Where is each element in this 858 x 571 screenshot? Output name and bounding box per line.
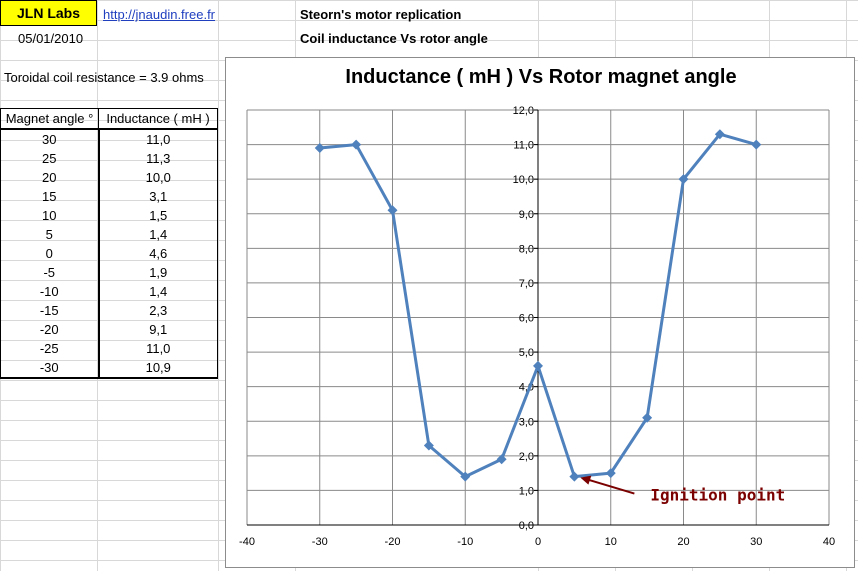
- grid-column-line: [218, 0, 219, 571]
- x-tick-label: 40: [823, 536, 835, 548]
- inductance-cell: 2,3: [98, 301, 218, 320]
- magnet-angle-cell: 20: [0, 168, 100, 187]
- inductance-cell: 3,1: [98, 187, 218, 206]
- website-link[interactable]: http://jnaudin.free.fr: [103, 7, 216, 22]
- annotation-arrow-line: [584, 477, 635, 495]
- magnet-angle-cell: 25: [0, 149, 100, 168]
- x-tick-label: -40: [239, 536, 255, 548]
- x-tick-label: -30: [312, 536, 328, 548]
- inductance-cell: 10,9: [98, 358, 218, 379]
- magnet-angle-cell: 5: [0, 225, 100, 244]
- magnet-angle-cell: 0: [0, 244, 100, 263]
- annotation-label: Ignition point: [650, 486, 785, 505]
- y-tick-label: 6,0: [519, 313, 534, 325]
- data-point: [605, 468, 616, 479]
- data-point: [460, 471, 471, 482]
- magnet-angle-cell: 15: [0, 187, 100, 206]
- inductance-cell: 1,9: [98, 263, 218, 282]
- magnet-angle-cell: -25: [0, 339, 100, 358]
- table-row: 25 11,3: [0, 149, 218, 168]
- y-tick-label: 11,0: [513, 140, 534, 152]
- x-tick-label: 0: [535, 536, 541, 548]
- table-header-angle: Magnet angle °: [0, 108, 99, 130]
- table-row: -20 9,1: [0, 320, 218, 339]
- table-row: 20 10,0: [0, 168, 218, 187]
- inductance-cell: 4,6: [98, 244, 218, 263]
- sheet-title: Steorn's motor replication: [300, 7, 462, 22]
- plot-annotation: Ignition point: [580, 475, 785, 505]
- magnet-angle-cell: -15: [0, 301, 100, 320]
- data-point: [678, 174, 689, 185]
- y-tick-label: 12,0: [513, 105, 534, 117]
- inductance-cell: 1,4: [98, 225, 218, 244]
- y-tick-label: 10,0: [513, 174, 534, 186]
- y-tick-label: 2,0: [519, 451, 534, 463]
- y-tick-label: 7,0: [519, 278, 534, 290]
- data-point: [751, 139, 762, 150]
- table-header-inductance: Inductance ( mH ): [98, 108, 218, 130]
- data-point: [714, 129, 725, 140]
- table-row: -10 1,4: [0, 282, 218, 301]
- table-row: 30 11,0: [0, 129, 218, 149]
- x-tick-label: 20: [677, 536, 689, 548]
- data-table: Magnet angle ° Inductance ( mH ) 30 11,0 2…: [0, 108, 218, 379]
- y-tick-label: 8,0: [519, 243, 534, 255]
- data-point: [533, 360, 543, 371]
- magnet-angle-cell: -20: [0, 320, 100, 339]
- data-point: [642, 412, 653, 423]
- table-row: -25 11,0: [0, 339, 218, 358]
- magnet-angle-cell: -5: [0, 263, 100, 282]
- data-point: [314, 143, 325, 154]
- data-point: [423, 440, 434, 451]
- data-point: [496, 454, 507, 465]
- y-tick-label: 0,0: [519, 520, 534, 532]
- y-tick-label: 3,0: [519, 416, 534, 428]
- data-point: [351, 139, 362, 150]
- table-row: -15 2,3: [0, 301, 218, 320]
- inductance-cell: 10,0: [98, 168, 218, 187]
- chart-area[interactable]: Inductance ( mH ) Vs Rotor magnet angle …: [225, 57, 855, 568]
- table-row: 10 1,5: [0, 206, 218, 225]
- y-tick-label: 9,0: [519, 209, 534, 221]
- magnet-angle-cell: -10: [0, 282, 100, 301]
- inductance-cell: 11,3: [98, 149, 218, 168]
- plot-axes: [247, 109, 829, 526]
- data-point: [569, 471, 580, 482]
- sheet-subtitle: Coil inductance Vs rotor angle: [300, 31, 488, 46]
- table-row: 15 3,1: [0, 187, 218, 206]
- date-cell: 05/01/2010: [18, 31, 84, 46]
- annotation-arrowhead: [580, 475, 592, 485]
- table-row: -30 10,9: [0, 358, 218, 379]
- inductance-cell: 11,0: [98, 129, 218, 149]
- chart-svg: -40 -30 -20 -10 0 10 20 30 400,01,02,03,04,05,06…: [239, 105, 835, 548]
- plot-series: [314, 129, 762, 482]
- resistance-note: Toroidal coil resistance = 3.9 ohms: [4, 70, 204, 85]
- table-row: 0 4,6: [0, 244, 218, 263]
- table-row: -5 1,9: [0, 263, 218, 282]
- logo-cell: JLN Labs: [0, 0, 97, 26]
- inductance-cell: 9,1: [98, 320, 218, 339]
- x-tick-label: -10: [457, 536, 473, 548]
- magnet-angle-cell: -30: [0, 358, 100, 379]
- x-tick-label: -20: [385, 536, 401, 548]
- data-point: [387, 205, 398, 216]
- chart-title: Inductance ( mH ) Vs Rotor magnet angle: [345, 66, 737, 88]
- y-tick-label: 5,0: [519, 347, 534, 359]
- y-tick-label: 1,0: [519, 485, 534, 497]
- inductance-cell: 1,5: [98, 206, 218, 225]
- magnet-angle-cell: 10: [0, 206, 100, 225]
- inductance-cell: 11,0: [98, 339, 218, 358]
- plot-ticks: -40 -30 -20 -10 0 10 20 30 400,01,02,03,04,05,06…: [239, 105, 835, 548]
- table-row: 5 1,4: [0, 225, 218, 244]
- x-tick-label: 10: [605, 536, 617, 548]
- x-tick-label: 30: [750, 536, 762, 548]
- magnet-angle-cell: 30: [0, 129, 100, 149]
- inductance-cell: 1,4: [98, 282, 218, 301]
